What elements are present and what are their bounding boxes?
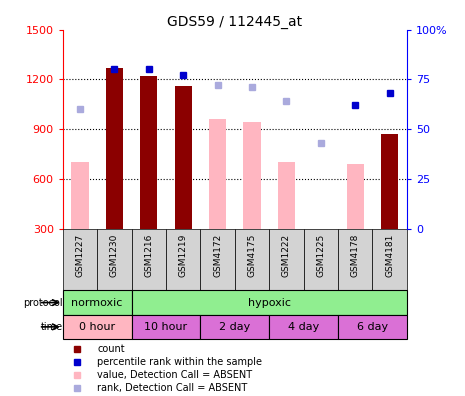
Bar [269,228,304,290]
Bar [72,162,88,228]
Text: GSM4175: GSM4175 [247,234,257,277]
Text: percentile rank within the sample: percentile rank within the sample [97,357,262,367]
Text: count: count [97,344,125,354]
Text: time: time [40,322,63,332]
Bar [338,315,407,339]
Text: GSM4181: GSM4181 [385,234,394,277]
Bar [269,315,338,339]
Text: rank, Detection Call = ABSENT: rank, Detection Call = ABSENT [97,383,247,393]
Bar [304,228,338,290]
Bar [140,76,157,228]
Text: value, Detection Call = ABSENT: value, Detection Call = ABSENT [97,370,252,380]
Bar [97,228,132,290]
Bar [372,228,407,290]
Text: GSM4172: GSM4172 [213,234,222,277]
Text: GSM4178: GSM4178 [351,234,360,277]
Bar [200,228,235,290]
Bar [209,119,226,228]
Text: GSM1225: GSM1225 [316,234,326,277]
Text: 0 hour: 0 hour [79,322,115,332]
Bar [235,228,269,290]
Bar [346,164,364,228]
Text: GSM1227: GSM1227 [75,234,85,277]
Title: GDS59 / 112445_at: GDS59 / 112445_at [167,15,302,29]
Text: 2 day: 2 day [219,322,251,332]
Bar [132,315,200,339]
Text: 4 day: 4 day [288,322,319,332]
Text: GSM1230: GSM1230 [110,234,119,277]
Bar [278,162,295,228]
Text: GSM1219: GSM1219 [179,234,188,277]
Text: protocol: protocol [23,297,63,308]
Bar [200,315,269,339]
Bar [63,228,97,290]
Text: GSM1216: GSM1216 [144,234,153,277]
Text: 6 day: 6 day [357,322,388,332]
Bar [132,228,166,290]
Bar [63,315,132,339]
Text: GSM1222: GSM1222 [282,234,291,277]
Bar [174,86,192,228]
Text: 10 hour: 10 hour [145,322,187,332]
Text: hypoxic: hypoxic [248,297,291,308]
Bar [106,68,123,228]
Text: normoxic: normoxic [72,297,123,308]
Bar [63,290,132,315]
Bar [166,228,200,290]
Bar [338,228,372,290]
Bar [132,290,407,315]
Bar [381,134,398,228]
Bar [244,122,260,228]
